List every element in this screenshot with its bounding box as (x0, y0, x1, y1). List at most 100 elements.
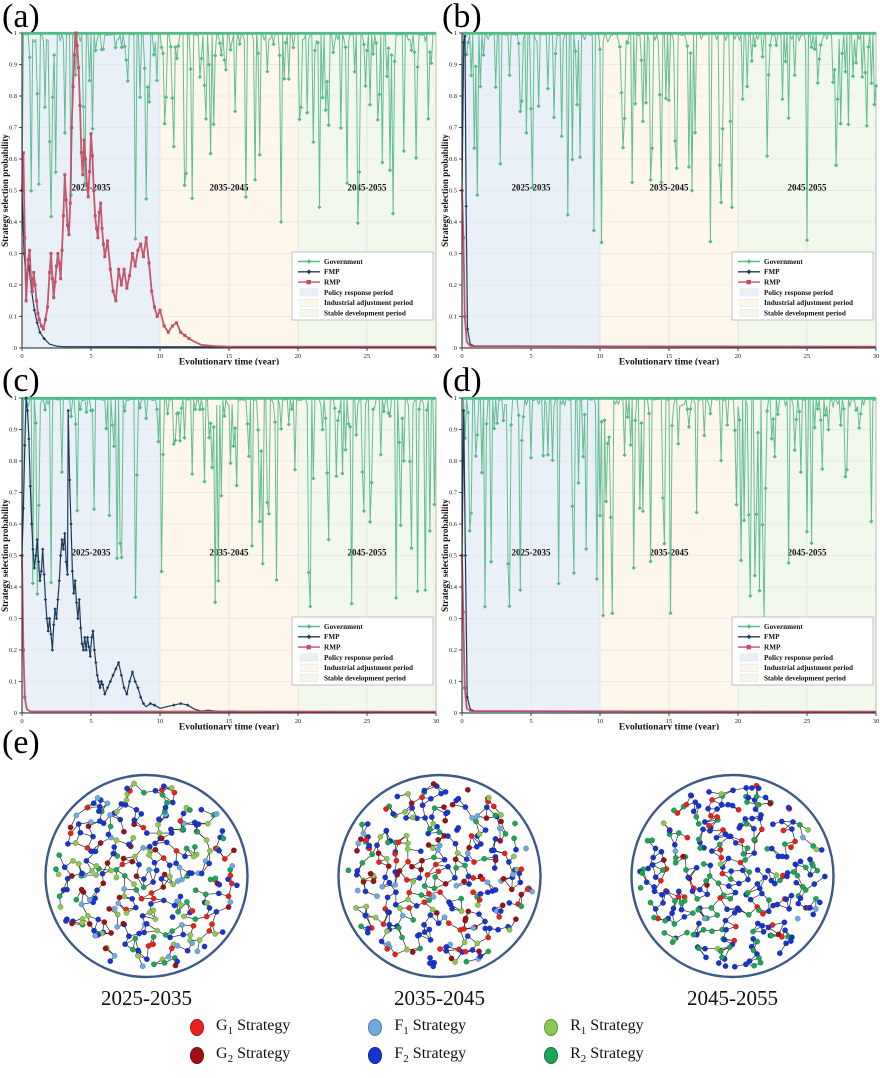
svg-text:0.6: 0.6 (449, 156, 458, 163)
svg-text:0.1: 0.1 (449, 314, 457, 321)
svg-text:Policy response period: Policy response period (764, 289, 833, 297)
strategy-legend-col-g: G1 Strategy G2 Strategy (190, 1016, 291, 1066)
legend-item-f2: F2 Strategy (368, 1045, 466, 1065)
network-nodes (53, 780, 240, 970)
svg-text:0: 0 (14, 345, 17, 352)
svg-text:10: 10 (597, 353, 604, 360)
chart-legend: Government FMP RMP Policy response period In… (731, 616, 874, 686)
svg-text:0.7: 0.7 (9, 125, 18, 132)
svg-text:0.2: 0.2 (9, 647, 17, 654)
svg-text:FMP: FMP (764, 268, 780, 276)
svg-text:FMP: FMP (324, 633, 340, 641)
r2-strategy-label: R2 Strategy (570, 1044, 644, 1066)
svg-text:0.7: 0.7 (9, 490, 18, 497)
svg-text:5: 5 (529, 353, 532, 360)
strategy-legend-col-r: R1 Strategy R2 Strategy (544, 1016, 644, 1066)
r1-strategy-dot (544, 1018, 559, 1036)
strategy-legend: G1 Strategy G2 Strategy F1 Strategy F2 Strat… (190, 1016, 644, 1066)
chart-panel-b: 2025-20352035-20452045-20550510152025300… (440, 30, 880, 365)
f1-strategy-dot (368, 1018, 383, 1036)
svg-text:2025-2035: 2025-2035 (512, 548, 551, 558)
strategy-legend-col-f: F1 Strategy F2 Strategy (368, 1017, 466, 1065)
svg-text:0.6: 0.6 (9, 521, 18, 528)
svg-text:0: 0 (460, 353, 463, 360)
svg-text:1: 1 (454, 30, 457, 37)
svg-text:0.9: 0.9 (449, 427, 457, 434)
svg-text:10: 10 (597, 718, 604, 725)
panel-label-a: (a) (2, 0, 40, 35)
network-caption-3: 2045-2055 (687, 986, 778, 1010)
svg-text:0.4: 0.4 (449, 584, 458, 591)
axes: 0 5 10 15 20 25 30 0 0.1 0.2 0.3 0.4 0.5 0.6 0.7 0.8 0.9… (440, 395, 879, 730)
axes: 0 5 10 15 20 25 30 0 0.1 0.2 0.3 0.4 0.5 0.6 0.7 0.8 0.9… (0, 395, 439, 730)
svg-text:Stable development period: Stable development period (764, 309, 846, 317)
axes: 0 5 10 15 20 25 30 0 0.1 0.2 0.3 0.4 0.5 0.6 0.7 0.8 0.9… (0, 30, 439, 365)
svg-text:0.8: 0.8 (9, 93, 17, 100)
svg-text:30: 30 (873, 718, 880, 725)
svg-text:Evolutionary time (year): Evolutionary time (year) (619, 722, 719, 731)
svg-text:0.1: 0.1 (9, 679, 17, 686)
svg-text:0.4: 0.4 (9, 219, 18, 226)
svg-text:RMP: RMP (324, 644, 341, 652)
series-rmp (20, 31, 436, 348)
svg-text:15: 15 (226, 718, 233, 725)
svg-text:0.8: 0.8 (449, 93, 457, 100)
svg-text:2035-2045: 2035-2045 (650, 548, 689, 558)
svg-text:0: 0 (14, 710, 17, 717)
svg-text:1: 1 (14, 395, 17, 402)
svg-text:Government: Government (764, 623, 803, 631)
network-border-circle (337, 773, 542, 979)
svg-text:Strategy selection probability: Strategy selection probability (440, 134, 450, 247)
svg-text:0.1: 0.1 (9, 314, 17, 321)
svg-text:0.7: 0.7 (449, 490, 458, 497)
svg-text:0.9: 0.9 (9, 427, 17, 434)
svg-text:0.9: 0.9 (449, 62, 457, 69)
series-government (459, 31, 879, 245)
svg-text:0: 0 (20, 353, 23, 360)
g2-strategy-label: G2 Strategy (216, 1044, 291, 1066)
svg-text:Policy response period: Policy response period (324, 289, 393, 297)
legend-item-r1: R1 Strategy (544, 1016, 644, 1038)
svg-text:25: 25 (804, 718, 811, 725)
svg-text:Government: Government (324, 623, 363, 631)
svg-text:0: 0 (460, 718, 463, 725)
svg-text:0.4: 0.4 (9, 584, 18, 591)
svg-text:0: 0 (20, 718, 23, 725)
svg-text:Industrial adjustment period: Industrial adjustment period (324, 664, 413, 672)
network-border-circle (630, 773, 835, 979)
panel-label-b: (b) (442, 0, 482, 35)
svg-text:Government: Government (324, 258, 363, 266)
svg-text:Industrial adjustment period: Industrial adjustment period (764, 299, 853, 307)
svg-text:2035-2045: 2035-2045 (210, 183, 249, 193)
svg-text:0.3: 0.3 (9, 616, 17, 623)
g1-strategy-label: G1 Strategy (216, 1016, 291, 1038)
svg-text:5: 5 (89, 353, 92, 360)
network-border-circle (44, 773, 249, 979)
svg-text:Stable development period: Stable development period (324, 309, 406, 317)
legend-item-r2: R2 Strategy (544, 1044, 644, 1066)
svg-text:2045-2055: 2045-2055 (348, 548, 387, 558)
r1-strategy-label: R1 Strategy (570, 1016, 644, 1038)
svg-text:0.2: 0.2 (9, 282, 17, 289)
svg-text:15: 15 (666, 353, 673, 360)
svg-text:Strategy selection probability: Strategy selection probability (440, 499, 450, 612)
svg-text:0.5: 0.5 (9, 188, 17, 195)
r2-strategy-dot (544, 1046, 559, 1064)
svg-text:FMP: FMP (324, 268, 340, 276)
svg-text:1: 1 (454, 395, 457, 402)
svg-text:5: 5 (89, 718, 92, 725)
svg-text:0.3: 0.3 (449, 251, 457, 258)
period-labels: 2025-2035 2035-2045 2045-2055 (512, 548, 827, 558)
svg-text:0.2: 0.2 (449, 282, 457, 289)
chart-legend: Government FMP RMP Policy response period In… (291, 616, 434, 686)
network-2035-2045 (337, 773, 542, 979)
svg-text:2025-2035: 2025-2035 (72, 183, 111, 193)
svg-text:Industrial adjustment period: Industrial adjustment period (324, 299, 413, 307)
svg-text:0: 0 (454, 710, 457, 717)
svg-text:2025-2035: 2025-2035 (72, 548, 111, 558)
svg-text:0.7: 0.7 (449, 125, 458, 132)
svg-text:RMP: RMP (324, 279, 341, 287)
svg-text:0.4: 0.4 (449, 219, 458, 226)
panel-label-c: (c) (2, 362, 40, 399)
svg-text:30: 30 (873, 353, 880, 360)
